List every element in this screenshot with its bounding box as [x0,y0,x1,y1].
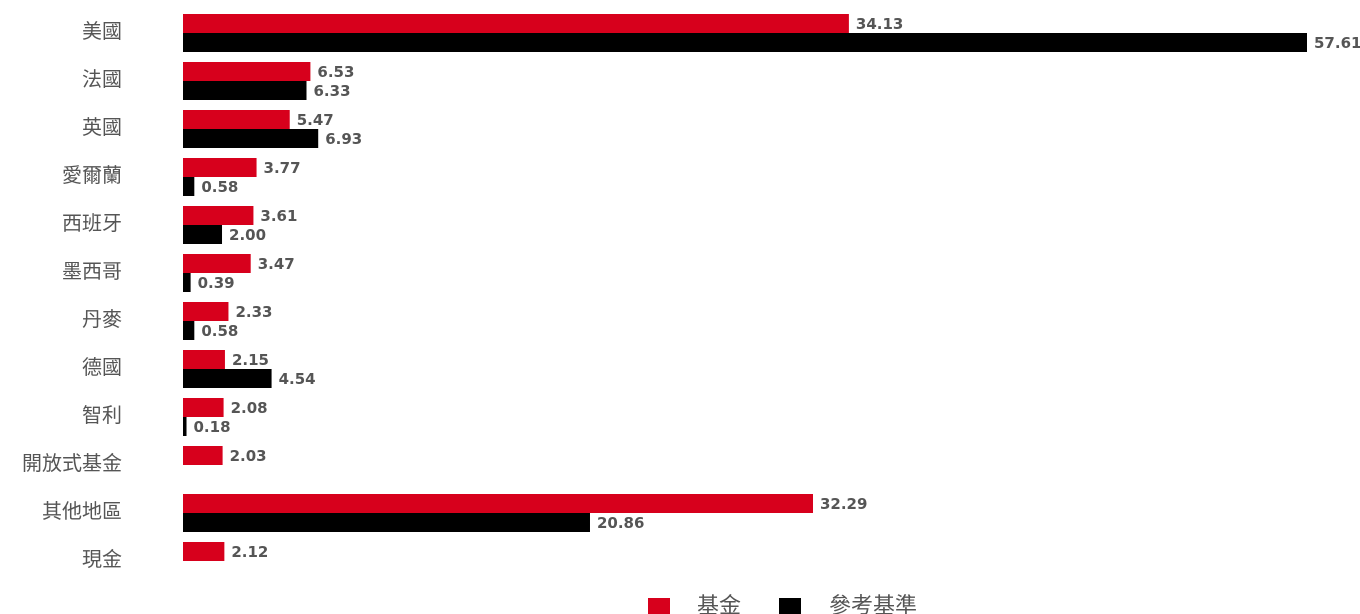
data-label-fund: 32.29 [820,495,867,513]
bar-fund [183,350,225,369]
category-label: 墨西哥 [62,259,122,283]
category-label: 智利 [82,403,122,427]
data-label-benchmark: 0.39 [198,274,235,292]
data-label-fund: 2.08 [231,399,268,417]
value-labels: 34.1357.616.536.335.476.933.770.583.612.… [194,15,1360,561]
data-label-benchmark: 6.33 [314,82,351,100]
bar-benchmark [183,417,187,436]
data-label-fund: 6.53 [317,63,354,81]
data-label-fund: 3.61 [260,207,297,225]
category-label: 丹麥 [82,307,122,331]
bar-fund [183,62,311,81]
legend-label-benchmark: 參考基準 [829,594,917,614]
bar-fund [183,254,251,273]
data-label-fund: 34.13 [856,15,903,33]
data-label-benchmark: 20.86 [597,514,644,532]
bar-benchmark [183,225,223,244]
bar-fund [183,302,229,321]
bar-benchmark [183,81,307,100]
category-label: 現金 [82,547,122,571]
bar-fund [183,398,224,417]
bar-benchmark [183,177,195,196]
category-label: 西班牙 [62,211,122,235]
bar-fund [183,110,290,129]
data-label-fund: 2.03 [230,447,267,465]
bars [183,14,1307,561]
legend-label-fund: 基金 [697,594,741,614]
data-label-fund: 2.15 [232,351,269,369]
category-label: 英國 [82,115,122,139]
data-label-benchmark: 57.61 [1314,34,1360,52]
legend-swatch-fund [648,598,670,614]
category-label: 法國 [82,67,122,91]
data-label-benchmark: 2.00 [229,226,266,244]
bar-benchmark [183,321,195,340]
category-label: 美國 [82,19,122,43]
data-label-fund: 3.77 [264,159,301,177]
bar-fund [183,206,254,225]
data-label-benchmark: 0.58 [201,178,238,196]
category-label: 開放式基金 [22,451,122,475]
data-label-fund: 2.33 [235,303,272,321]
data-label-benchmark: 6.93 [325,130,362,148]
bar-fund [183,494,813,513]
category-label: 愛爾蘭 [62,163,122,187]
category-label: 其他地區 [42,499,122,523]
legend: 基金 參考基準 [648,594,917,614]
data-label-fund: 2.12 [231,543,268,561]
bar-fund [183,14,849,33]
data-label-fund: 3.47 [258,255,295,273]
legend-swatch-benchmark [779,598,801,614]
bar-fund [183,542,225,561]
bar-fund [183,158,257,177]
bar-benchmark [183,369,272,388]
data-label-benchmark: 0.58 [201,322,238,340]
bar-benchmark [183,129,319,148]
bar-fund [183,446,223,465]
data-label-benchmark: 4.54 [279,370,316,388]
data-label-fund: 5.47 [297,111,334,129]
data-label-benchmark: 0.18 [194,418,231,436]
category-label: 德國 [82,355,122,379]
bar-benchmark [183,33,1307,52]
bar-benchmark [183,273,191,292]
bar-benchmark [183,513,590,532]
